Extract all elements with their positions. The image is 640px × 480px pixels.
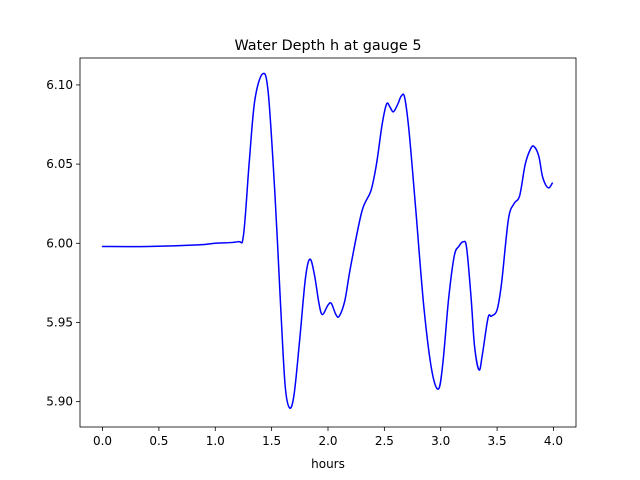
y-tick-label: 6.05: [46, 157, 73, 171]
x-tick-label: 4.0: [544, 434, 563, 448]
y-tick-label: 5.90: [46, 395, 73, 409]
x-tick-label: 2.0: [318, 434, 337, 448]
x-tick-label: 3.0: [431, 434, 450, 448]
x-tick-label: 1.0: [206, 434, 225, 448]
x-tick-label: 0.5: [149, 434, 168, 448]
x-tick-label: 3.5: [488, 434, 507, 448]
series-layer: [101, 72, 554, 409]
x-tick-label: 1.5: [262, 434, 281, 448]
y-tick-label: 6.10: [46, 78, 73, 92]
x-axis: 0.0 0.5 1.0 1.5 2.0 2.5 3.0 3.5 4.0: [93, 427, 563, 448]
y-tick-label: 5.95: [46, 315, 73, 329]
chart-title: Water Depth h at gauge 5: [234, 38, 421, 54]
x-tick-label: 2.5: [375, 434, 394, 448]
y-tick-label: 6.00: [46, 236, 73, 250]
series-line-0: [101, 72, 554, 409]
y-axis: 5.90 5.95 6.00 6.05 6.10: [46, 78, 80, 409]
x-axis-label: hours: [311, 457, 345, 471]
x-tick-label: 0.0: [93, 434, 112, 448]
